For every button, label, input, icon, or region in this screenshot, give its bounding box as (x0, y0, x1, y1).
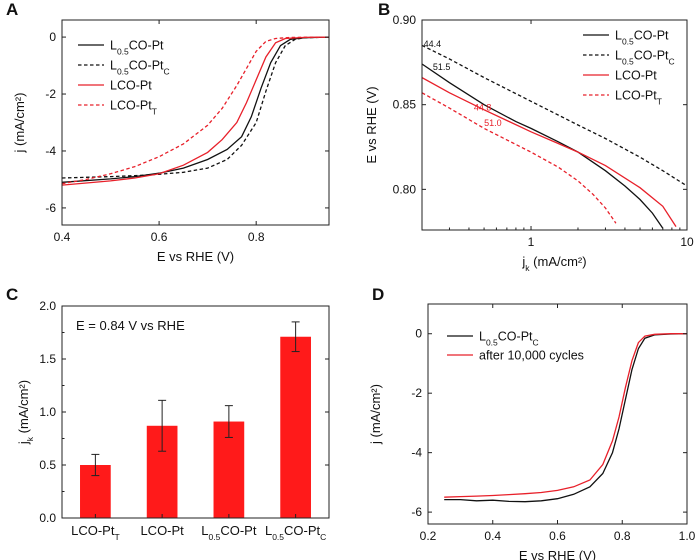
legend-label-3: LCO-Pt (615, 69, 657, 83)
series-line-3 (422, 77, 677, 227)
legend-label-2: L0.5CO-PtC (615, 49, 675, 67)
x-tick-label: 1 (528, 235, 535, 249)
legend-label-1: L0.5CO-Pt (110, 39, 164, 57)
plot-area (62, 36, 329, 186)
y-tick-label: 0.85 (393, 98, 417, 112)
legend: L0.5CO-Pt L0.5CO-PtC LCO-Pt LCO-PtT (78, 39, 170, 117)
x-category-label: LCO-PtT (71, 523, 120, 542)
y-axis-title: j (mA/cm²) (368, 384, 383, 445)
y-tick-label: 0 (415, 327, 422, 341)
legend-label-4: LCO-PtT (110, 99, 157, 117)
y-tick-label: 0 (49, 30, 56, 44)
legend-label-2: L0.5CO-PtC (110, 59, 170, 77)
x-tick-label: 0.6 (151, 230, 168, 244)
series-line-4 (62, 36, 329, 185)
series-line-4 (422, 92, 617, 224)
y-tick-label: 2.0 (39, 299, 56, 313)
series-line-3 (62, 36, 329, 186)
bar-4 (280, 336, 311, 518)
legend: L0.5CO-Pt L0.5CO-PtC LCO-Pt LCO-PtT (583, 29, 675, 107)
x-tick-label: 0.8 (614, 529, 631, 543)
panel-letter: B (378, 0, 390, 19)
y-tick-label: -4 (45, 144, 56, 158)
x-category-label: L0.5CO-Pt (201, 523, 257, 542)
y-tick-label: 0.80 (393, 182, 417, 196)
annotation-label: 51.0 (484, 118, 502, 128)
plot-frame (421, 19, 688, 231)
plot-area (444, 333, 687, 503)
y-axis-title: j (mA/cm²) (12, 93, 27, 154)
plot-area (422, 44, 687, 229)
series-line-1 (444, 333, 687, 503)
series-line-2 (62, 36, 329, 179)
x-axis-title: E vs RHE (V) (519, 548, 596, 560)
x-axis-title: E vs RHE (V) (157, 249, 234, 264)
annotation-label: 44.8 (474, 103, 492, 113)
x-category-label: L0.5CO-PtC (265, 523, 326, 542)
x-tick-label: 1.0 (679, 529, 696, 543)
annotation-label: 51.5 (433, 62, 451, 72)
y-tick-label: -2 (45, 87, 56, 101)
y-axis-title: E vs RHE (V) (364, 86, 379, 163)
x-tick-label: 0.6 (549, 529, 566, 543)
panel-d: 0.2 0.4 0.6 0.8 1.0 0 -2 -4 -6 E vs RHE (V) j (mA/… (368, 285, 696, 560)
condition-annotation: E = 0.84 V vs RHE (76, 318, 185, 333)
y-axis-title: jk (mA/cm²) (16, 380, 35, 445)
x-axis-title: jk (mA/cm²) (521, 254, 586, 273)
panel-letter: C (6, 285, 18, 304)
y-tick-label: -6 (45, 201, 56, 215)
y-tick-label: 1.0 (39, 405, 56, 419)
annotation-label: 44.4 (424, 39, 442, 49)
panel-b: 1 10 0.80 0.85 0.90 jk (mA/cm²) E vs RHE (V) L0… (364, 0, 694, 273)
series-line-2 (444, 333, 687, 498)
y-tick-label: 0.5 (39, 458, 56, 472)
y-tick-label: 0.0 (39, 511, 56, 525)
legend-label-1: L0.5CO-PtC (479, 330, 539, 348)
legend-label-3: LCO-Pt (110, 79, 152, 93)
y-tick-label: 0.90 (393, 13, 417, 27)
panel-letter: A (6, 0, 18, 19)
x-tick-label: 10 (680, 235, 694, 249)
plot-frame (61, 19, 330, 226)
x-tick-label: 0.4 (484, 529, 501, 543)
panel-letter: D (372, 285, 384, 304)
y-tick-label: 1.5 (39, 352, 56, 366)
legend-label-1: L0.5CO-Pt (615, 29, 669, 47)
y-tick-label: -6 (411, 505, 422, 519)
x-category-label: LCO-Pt (140, 523, 184, 538)
x-tick-label: 0.2 (420, 529, 437, 543)
legend-label-2: after 10,000 cycles (479, 349, 584, 363)
y-tick-label: -4 (411, 446, 422, 460)
panel-a: 0.4 0.6 0.8 0 -2 -4 -6 E vs RHE (V) j (mA/cm²) L0… (6, 0, 330, 264)
x-tick-label: 0.8 (248, 230, 265, 244)
series-line-1 (62, 36, 329, 183)
y-tick-label: -2 (411, 386, 422, 400)
panel-c: LCO-PtT LCO-Pt L0.5CO-Pt L0.5CO-PtC 0.0 0.5 1.… (6, 285, 330, 542)
x-tick-label: 0.4 (54, 230, 71, 244)
series-line-2 (422, 44, 687, 187)
series-line-1 (422, 63, 664, 229)
legend-label-4: LCO-PtT (615, 89, 662, 107)
